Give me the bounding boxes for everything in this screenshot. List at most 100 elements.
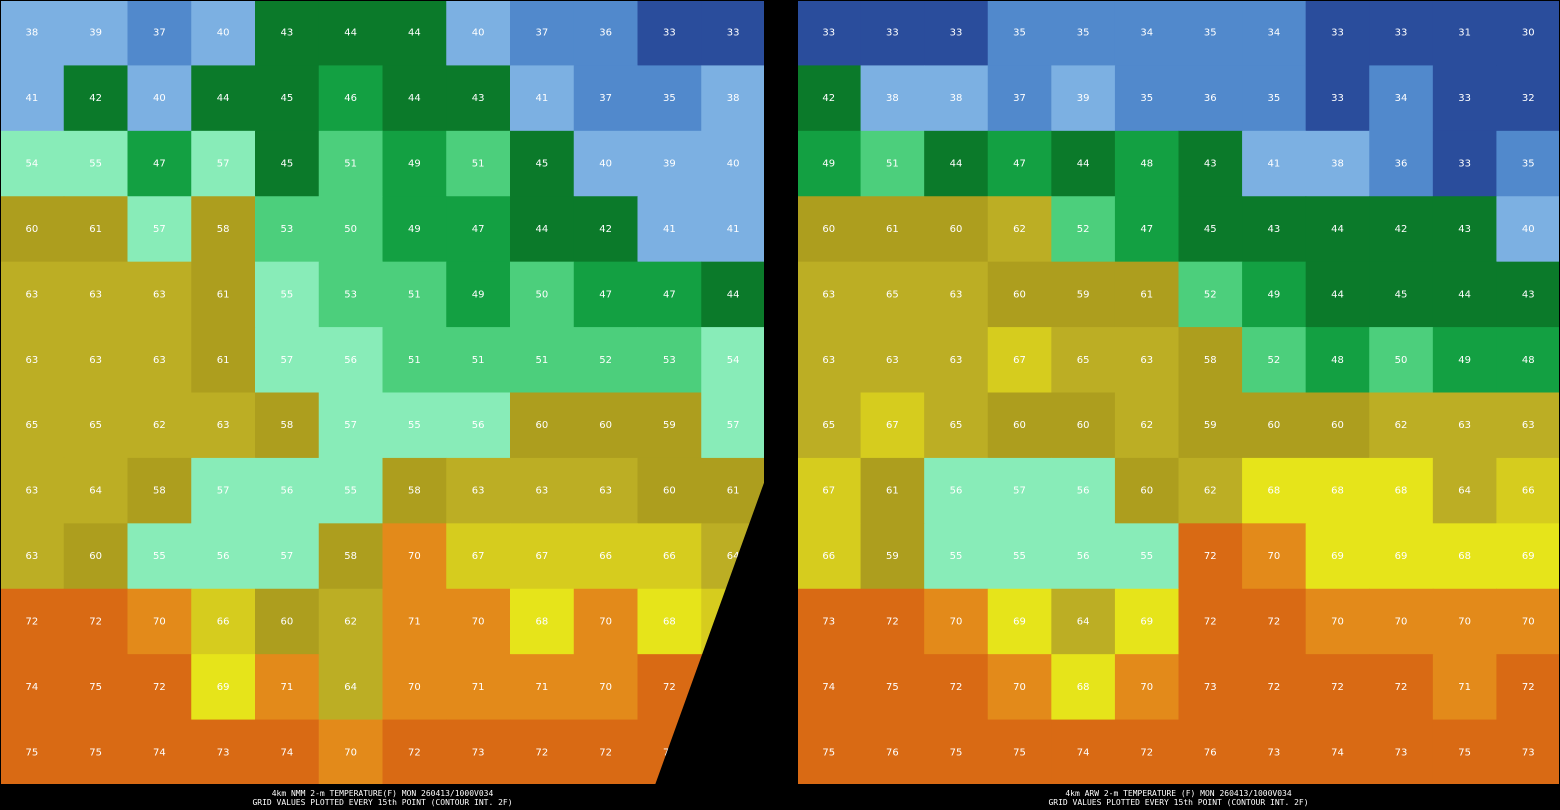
temperature-value: 65 [89,420,102,431]
temperature-value: 49 [1268,289,1281,300]
temperature-value: 72 [1395,682,1408,693]
temperature-value: 45 [536,159,549,170]
temperature-cell [637,130,702,197]
temperature-cell [1051,261,1116,328]
temperature-value: 60 [89,551,102,562]
temperature-value: 58 [217,224,230,235]
temperature-value: 65 [886,289,899,300]
temperature-value: 47 [472,224,485,235]
temperature-value: 72 [950,682,963,693]
temperature-cell [1114,130,1179,197]
temperature-cell [1432,65,1497,132]
temperature-cell [924,130,989,197]
temperature-cell [1305,261,1370,328]
temperature-value: 70 [153,616,166,627]
temperature-cell [1178,457,1243,524]
temperature-cell [1051,719,1116,785]
temperature-cell [924,719,989,785]
temperature-value: 60 [950,224,963,235]
temperature-value: 72 [1204,616,1217,627]
temperature-cell [191,130,256,197]
temperature-value: 71 [536,682,549,693]
temperature-cell [924,327,989,393]
temperature-cell [987,457,1052,524]
temperature-cell [510,65,575,132]
temperature-cell [63,130,128,197]
temperature-cell [1432,719,1497,785]
temperature-cell [1114,392,1179,459]
temperature-cell [1051,196,1116,263]
temperature-value: 73 [1204,682,1217,693]
temperature-value: 60 [599,420,612,431]
temperature-value: 72 [663,682,676,693]
temperature-cell [1114,0,1179,66]
temperature-cell [446,588,511,655]
temperature-cell [1305,654,1370,721]
temperature-cell [382,654,447,721]
temperature-cell [191,719,256,785]
temperature-cell [318,327,383,393]
temperature-cell [255,130,320,197]
temperature-cell [127,392,192,459]
temperature-value: 33 [1395,28,1408,39]
temperature-cell [1178,130,1243,197]
temperature-value: 34 [1395,93,1408,104]
temperature-cell [573,523,638,590]
temperature-value: 75 [950,747,963,758]
temperature-cell [127,130,192,197]
temperature-value: 66 [663,551,676,562]
temperature-cell [255,654,320,721]
temperature-value: 63 [89,289,102,300]
temperature-value: 61 [886,486,899,497]
temperature-cell [1432,523,1497,590]
temperature-value: 70 [408,682,421,693]
temperature-cell [1051,327,1116,393]
temperature-value: 69 [1013,616,1026,627]
temperature-cell [510,196,575,263]
temperature-value: 43 [1522,289,1535,300]
temperature-cell [510,261,575,328]
temperature-value: 49 [472,289,485,300]
temperature-cell [1178,0,1243,66]
temperature-cell [382,196,447,263]
temperature-value: 62 [1204,486,1217,497]
temperature-cell [1051,523,1116,590]
temperature-value: 70 [599,616,612,627]
temperature-cell [318,457,383,524]
temperature-value: 58 [153,486,166,497]
temperature-value: 60 [1140,486,1153,497]
temperature-value: 35 [1140,93,1153,104]
temperature-value: 33 [950,28,963,39]
temperature-cell [924,654,989,721]
temperature-cell [446,65,511,132]
temperature-cell [1305,588,1370,655]
temperature-value: 76 [1204,747,1217,758]
temperature-value: 35 [663,93,676,104]
temperature-value: 61 [89,224,102,235]
temperature-value: 62 [1140,420,1153,431]
temperature-value: 59 [1077,289,1090,300]
temperature-value: 43 [1268,224,1281,235]
temperature-cell [318,654,383,721]
temperature-value: 71 [472,682,485,693]
temperature-value: 43 [281,28,294,39]
temperature-cell [701,327,765,393]
temperature-value: 57 [217,486,230,497]
temperature-value: 44 [536,224,549,235]
temperature-value: 70 [472,616,485,627]
temperature-cell [1242,392,1307,459]
temperature-value: 45 [281,93,294,104]
temperature-value: 37 [153,28,166,39]
temperature-value: 52 [1077,224,1090,235]
temperature-value: 63 [1458,420,1471,431]
temperature-value: 75 [89,682,102,693]
temperature-value: 58 [281,420,294,431]
temperature-value: 58 [1204,355,1217,366]
temperature-cell [510,392,575,459]
temperature-cell [382,130,447,197]
caption: 4km ARW 2-m TEMPERATURE (F) MON 260413/1… [1065,789,1292,798]
temperature-cell [1305,327,1370,393]
caption: 4km NMM 2-m TEMPERATURE(F) MON 260413/10… [271,789,494,798]
temperature-value: 72 [89,616,102,627]
